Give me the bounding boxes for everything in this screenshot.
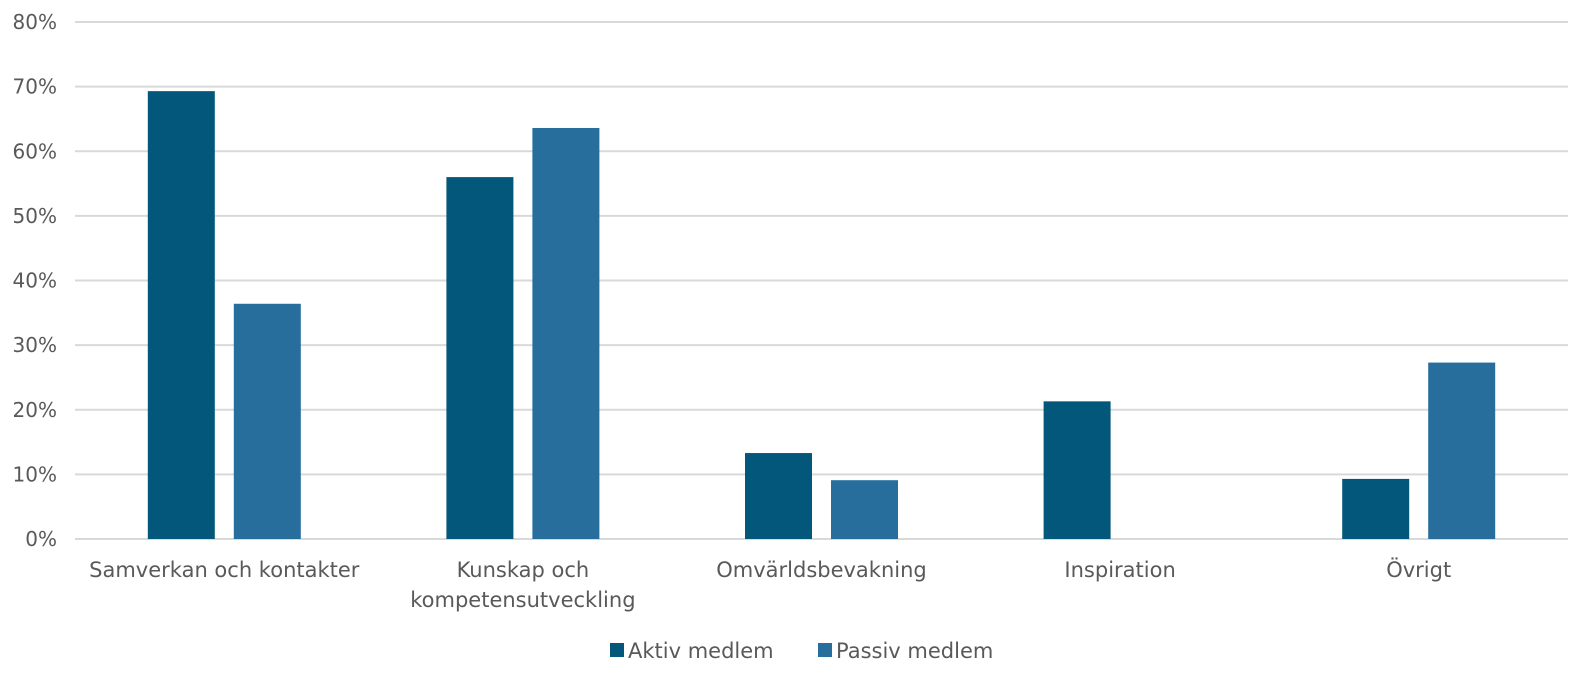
bar-aktiv-medlem (147, 91, 215, 540)
category-label: Kunskap och (457, 558, 590, 582)
bar-passiv-medlem (831, 480, 898, 539)
legend-swatch (818, 643, 832, 657)
y-tick-label: 60% (13, 139, 57, 163)
bar-aktiv-medlem (745, 453, 812, 539)
y-tick-label: 20% (13, 398, 57, 422)
legend-swatch (610, 643, 624, 657)
y-tick-label: 70% (13, 75, 57, 99)
bar-aktiv-medlem (1043, 401, 1111, 539)
category-label: kompetensutveckling (410, 588, 635, 612)
category-label: Inspiration (1064, 558, 1175, 582)
y-axis-ticks: 0% 10% 20% 30% 40% 50% 60% 70% 80% (13, 10, 57, 551)
bars (147, 91, 1496, 540)
category-label: Övrigt (1386, 557, 1451, 582)
y-tick-label: 40% (13, 269, 57, 293)
legend-label: Aktiv medlem (628, 639, 774, 663)
y-tick-label: 30% (13, 333, 57, 357)
legend: Aktiv medlem Passiv medlem (610, 639, 993, 663)
category-label: Samverkan och kontakter (89, 558, 360, 582)
bar-passiv-medlem (233, 303, 301, 539)
category-label: Omvärldsbevakning (716, 558, 927, 582)
gridlines (75, 21, 1568, 540)
y-tick-label: 80% (13, 10, 57, 34)
bar-aktiv-medlem (1342, 478, 1410, 539)
y-tick-label: 10% (13, 462, 57, 486)
legend-label: Passiv medlem (836, 639, 993, 663)
bar-aktiv-medlem (446, 177, 514, 539)
bar-passiv-medlem (1428, 362, 1496, 539)
y-tick-label: 50% (13, 204, 57, 228)
bar-passiv-medlem (532, 127, 600, 540)
y-tick-label: 0% (25, 527, 57, 551)
x-axis-categories: Samverkan och kontakter Kunskap och kompet… (89, 557, 1451, 612)
